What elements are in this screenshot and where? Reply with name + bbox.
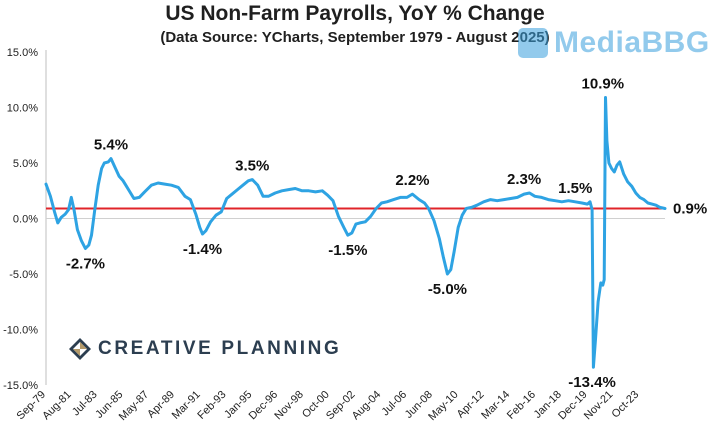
y-tick-label: 5.0% [13,158,38,170]
x-tick-label: Aug-04 [350,389,384,423]
y-tick-label: 10.0% [7,103,38,115]
data-label: 5.4% [94,137,128,154]
x-tick-label: Feb-16 [505,389,538,422]
x-tick-label: Aug-81 [40,389,74,423]
tick-labels: -15.0%-10.0%-5.0%0.0%5.0%10.0%15.0%Sep-7… [3,47,641,423]
data-label: 2.3% [507,171,541,188]
data-label: -2.7% [66,255,105,272]
watermark: MediaBBG [518,24,710,62]
data-label: 2.2% [395,172,429,189]
data-labels: 5.4% -2.7% -1.4% 3.5% -1.5% 2.2% -5.0% 2.3% 1.5%… [66,76,707,392]
data-label: -1.5% [328,242,367,259]
y-tick-label: -5.0% [9,269,38,281]
chart-title: US Non-Farm Payrolls, YoY % Change [165,2,545,25]
data-label: -13.4% [568,374,616,391]
creative-planning-text: CREATIVE PLANNING [98,338,342,359]
chart-subtitle: (Data Source: YCharts, September 1979 - … [160,29,550,46]
watermark-text: MediaBBG [554,26,710,59]
creative-planning-diamond-icon [69,338,91,360]
series-group [44,96,667,369]
data-label: 1.5% [558,180,592,197]
y-tick-label: -15.0% [3,380,38,392]
creative-planning-logo: CREATIVE PLANNING [68,337,341,361]
x-tick-label: Oct-23 [609,389,641,421]
data-label: -5.0% [428,281,467,298]
watermark-logo-icon [518,28,548,58]
y-tick-label: -10.0% [3,325,38,337]
data-label: 0.9% [673,201,707,218]
y-tick-label: 0.0% [13,214,38,226]
y-tick-label: 15.0% [7,47,38,59]
series-line [44,96,667,369]
data-label: -1.4% [183,241,222,258]
x-tick-label: Feb-93 [195,389,228,422]
x-tick-label: Nov-21 [582,389,616,423]
data-label: 3.5% [235,158,269,175]
x-tick-label: Nov-98 [272,389,306,423]
data-label: 10.9% [582,76,625,93]
chart-axes [45,50,665,385]
